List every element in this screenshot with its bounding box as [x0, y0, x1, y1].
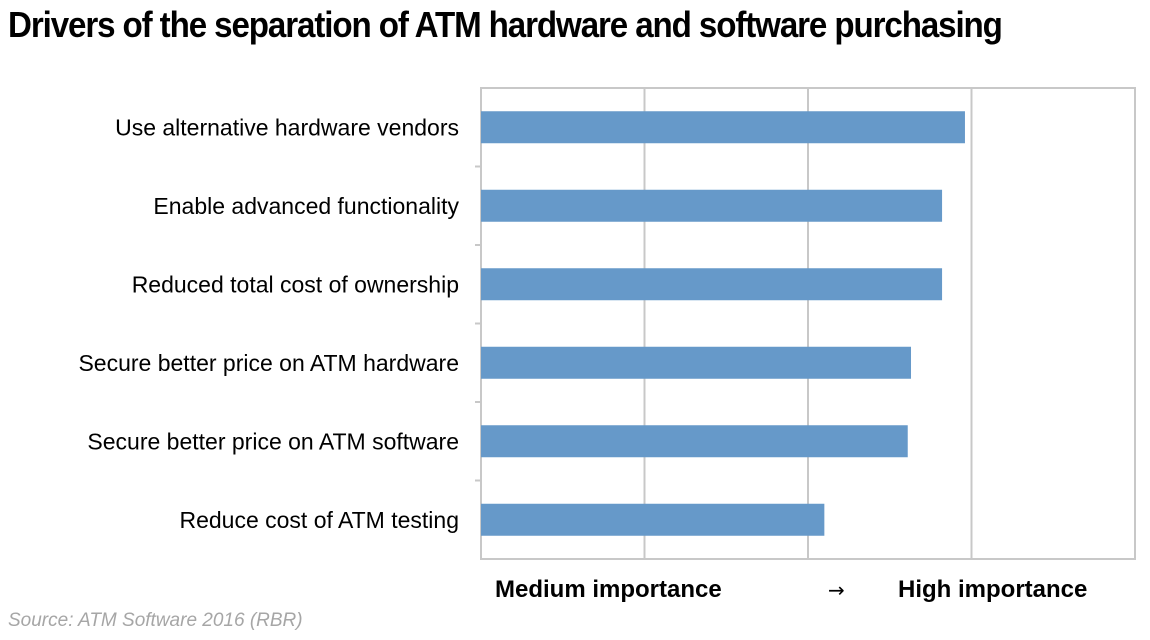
y-axis-ticks	[475, 165, 481, 482]
chart-title: Drivers of the separation of ATM hardwar…	[8, 4, 1003, 45]
bar	[481, 111, 965, 144]
bar	[481, 189, 943, 222]
bar	[481, 425, 908, 458]
bar	[481, 346, 912, 379]
category-label: Reduce cost of ATM testing	[179, 507, 459, 533]
category-label: Reduced total cost of ownership	[132, 271, 459, 297]
gridlines	[643, 88, 973, 559]
category-label: Secure better price on ATM software	[87, 428, 459, 454]
bar	[481, 268, 943, 301]
x-axis-arrow: →	[828, 578, 845, 602]
x-axis-label-medium: Medium importance	[495, 576, 722, 603]
x-axis-labels: Medium importance → High importance	[495, 576, 1087, 603]
bar	[481, 503, 825, 536]
category-labels: Use alternative hardware vendors Enable a…	[78, 114, 459, 533]
category-label: Use alternative hardware vendors	[115, 114, 459, 140]
category-label: Enable advanced functionality	[153, 193, 459, 219]
category-label: Secure better price on ATM hardware	[78, 350, 459, 376]
bars	[481, 111, 965, 536]
x-axis-label-high: High importance	[898, 576, 1087, 603]
source-note: Source: ATM Software 2016 (RBR)	[8, 610, 303, 631]
